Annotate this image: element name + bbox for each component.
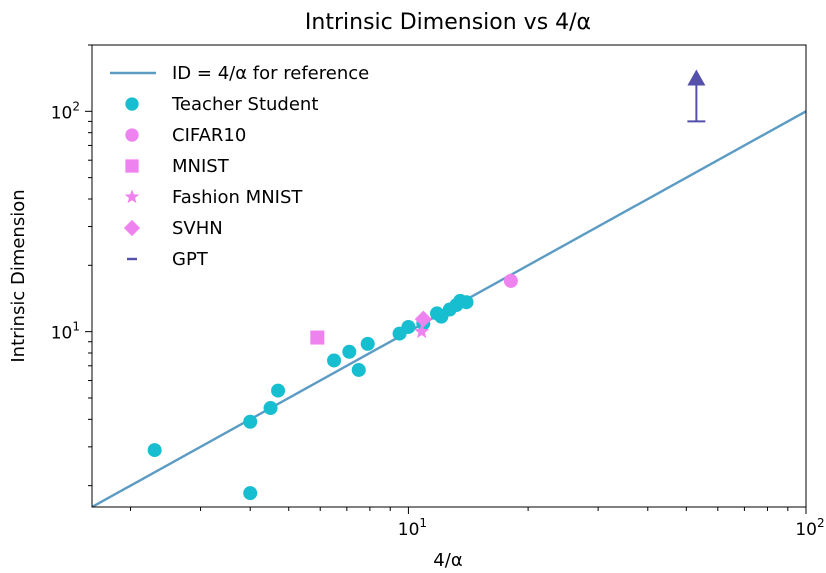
point-teacher-student-0 <box>147 443 162 458</box>
legend-swatch <box>123 219 141 237</box>
plot-frame <box>91 44 807 508</box>
legend-label: ID = 4/α for reference <box>172 63 369 84</box>
gpt-arrow-head <box>687 69 706 86</box>
point-teacher-student-5 <box>327 353 342 368</box>
point-gpt-0 <box>687 69 706 123</box>
x-tick-label: 101 <box>398 516 427 540</box>
point-fashion-mnist-0 <box>414 323 430 339</box>
point-teacher-student-2 <box>263 401 278 416</box>
point-teacher-student-7 <box>351 362 366 377</box>
point-teacher-student-6 <box>342 344 357 359</box>
legend-label: SVHN <box>172 218 223 239</box>
legend-entry-id-4-for-reference: ID = 4/α for reference <box>110 63 369 84</box>
legend-swatch <box>125 159 139 173</box>
x-tick-label: 102 <box>795 516 824 540</box>
y-tick-label: 102 <box>51 99 80 123</box>
point-teacher-student-17 <box>459 295 474 310</box>
chart-title: Intrinsic Dimension vs 4/α <box>305 10 591 35</box>
legend-entry-cifar10: CIFAR10 <box>125 125 246 146</box>
legend: ID = 4/α for reference Teacher Student CIF… <box>110 63 369 270</box>
legend-label: Fashion MNIST <box>172 187 303 208</box>
point-svhn-0 <box>414 310 432 328</box>
legend-label: MNIST <box>172 156 230 177</box>
data-layer <box>92 110 806 507</box>
legend-label: GPT <box>172 249 209 270</box>
point-mnist-0 <box>310 330 325 345</box>
point-teacher-student-4 <box>243 486 258 501</box>
x-axis-label: 4/α <box>433 550 462 571</box>
y-tick-label: 101 <box>51 320 80 344</box>
legend-entry-teacher-student: Teacher Student <box>125 94 318 115</box>
y-axis: 101 102 <box>51 44 92 487</box>
legend-entry-mnist: MNIST <box>125 156 230 177</box>
legend-swatch <box>125 128 139 142</box>
point-cifar10-0 <box>503 273 518 288</box>
point-teacher-student-10 <box>401 319 416 334</box>
legend-entry-svhn: SVHN <box>123 218 223 239</box>
point-teacher-student-1 <box>243 414 258 429</box>
legend-entry-gpt: GPT <box>127 249 209 270</box>
y-axis-label: Intrinsic Dimension <box>8 189 29 362</box>
legend-label: Teacher Student <box>171 94 318 115</box>
legend-swatch <box>124 189 140 204</box>
legend-swatch <box>125 97 139 111</box>
point-teacher-student-3 <box>271 383 286 398</box>
x-axis: 101 102 <box>130 507 825 540</box>
legend-label: CIFAR10 <box>172 125 246 146</box>
plot-area <box>91 44 807 508</box>
legend-entry-fashion-mnist: Fashion MNIST <box>124 187 303 208</box>
point-teacher-student-8 <box>360 336 375 351</box>
